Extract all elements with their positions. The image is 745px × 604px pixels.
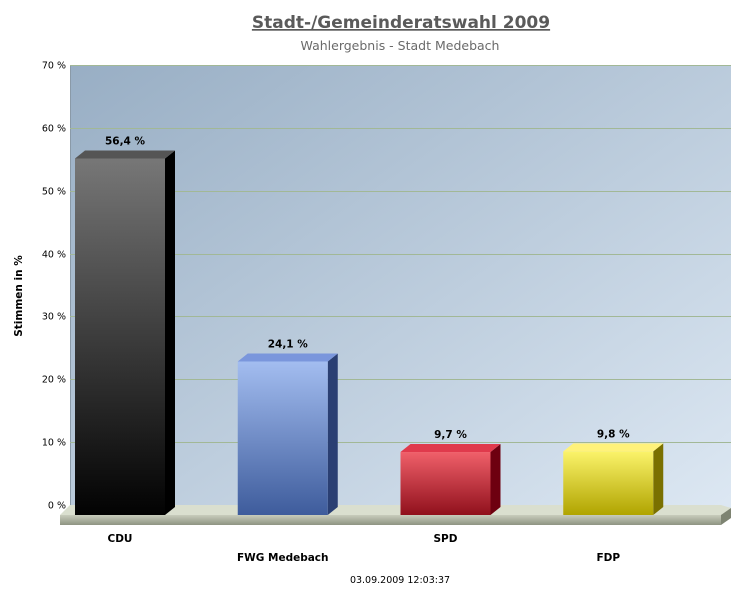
y-tick-label: 0 % [48, 501, 66, 512]
bars: 56,4 % 24,1 % 9,7 % 9,8 % [75, 135, 664, 515]
floor-side [721, 508, 731, 525]
bar-spd [400, 444, 501, 515]
y-tick-label: 10 % [42, 438, 66, 449]
chart-title: Stadt-/Gemeinderatswahl 2009 [252, 13, 550, 33]
gridlines [70, 65, 731, 443]
bar-fdp [563, 443, 664, 515]
bar-side [327, 353, 338, 515]
bar-side [490, 444, 501, 515]
bar-top [75, 150, 175, 159]
y-tick-label: 20 % [42, 375, 66, 386]
bar-top [237, 353, 338, 362]
data-label: 9,8 % [597, 428, 630, 440]
bar-top [563, 443, 664, 452]
bar-front [237, 361, 328, 515]
y-axis-label: Stimmen in % [13, 255, 25, 337]
bar-cdu [75, 150, 175, 515]
bar-side [165, 150, 175, 515]
y-tick-label: 50 % [42, 187, 66, 198]
y-tick-label: 70 % [42, 61, 66, 72]
plot-background [70, 65, 731, 515]
y-tick-label: 30 % [42, 312, 66, 323]
data-label: 9,7 % [434, 429, 467, 441]
data-label: 56,4 % [105, 135, 146, 147]
bar-front [563, 451, 654, 515]
bar-front [75, 158, 165, 515]
x-tick-label: CDU [108, 533, 133, 545]
bar-side [653, 443, 664, 515]
bar-top [400, 444, 501, 453]
bar-fwg-medebach [237, 353, 338, 515]
floor-front [60, 515, 721, 525]
chart-subtitle: Wahlergebnis - Stadt Medebach [301, 38, 500, 53]
y-axis-ticks: 0 % 10 % 20 % 30 % 40 % 50 % 60 % 70 % [42, 61, 66, 512]
bar-front [400, 452, 491, 515]
x-tick-label: FDP [596, 552, 620, 564]
y-tick-label: 40 % [42, 250, 66, 261]
x-tick-label: FWG Medebach [237, 552, 329, 564]
y-tick-label: 60 % [42, 124, 66, 135]
x-tick-label: SPD [434, 533, 458, 545]
x-axis-ticks: CDU FWG Medebach SPD FDP [108, 533, 621, 564]
timestamp: 03.09.2009 12:03:37 [350, 575, 450, 586]
data-label: 24,1 % [268, 339, 309, 351]
